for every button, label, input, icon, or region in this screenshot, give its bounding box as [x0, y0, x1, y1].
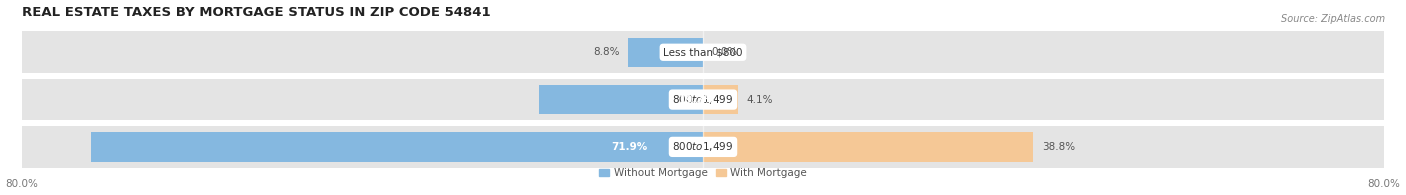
Text: Source: ZipAtlas.com: Source: ZipAtlas.com — [1281, 14, 1385, 24]
Bar — [703, 132, 1033, 162]
Text: 0.0%: 0.0% — [711, 47, 738, 57]
Text: Less than $800: Less than $800 — [664, 47, 742, 57]
Text: $800 to $1,499: $800 to $1,499 — [672, 93, 734, 106]
Bar — [22, 79, 1384, 120]
Text: 19.3%: 19.3% — [678, 95, 714, 105]
Bar — [22, 31, 1384, 73]
Bar — [703, 85, 738, 114]
Text: 8.8%: 8.8% — [593, 47, 620, 57]
Text: REAL ESTATE TAXES BY MORTGAGE STATUS IN ZIP CODE 54841: REAL ESTATE TAXES BY MORTGAGE STATUS IN … — [22, 5, 491, 19]
Bar — [91, 132, 703, 162]
Text: $800 to $1,499: $800 to $1,499 — [672, 140, 734, 153]
Text: 71.9%: 71.9% — [612, 142, 647, 152]
Bar — [628, 38, 703, 67]
Legend: Without Mortgage, With Mortgage: Without Mortgage, With Mortgage — [595, 164, 811, 182]
Bar — [538, 85, 703, 114]
Bar — [22, 126, 1384, 168]
Text: 4.1%: 4.1% — [747, 95, 773, 105]
Text: 38.8%: 38.8% — [1042, 142, 1076, 152]
